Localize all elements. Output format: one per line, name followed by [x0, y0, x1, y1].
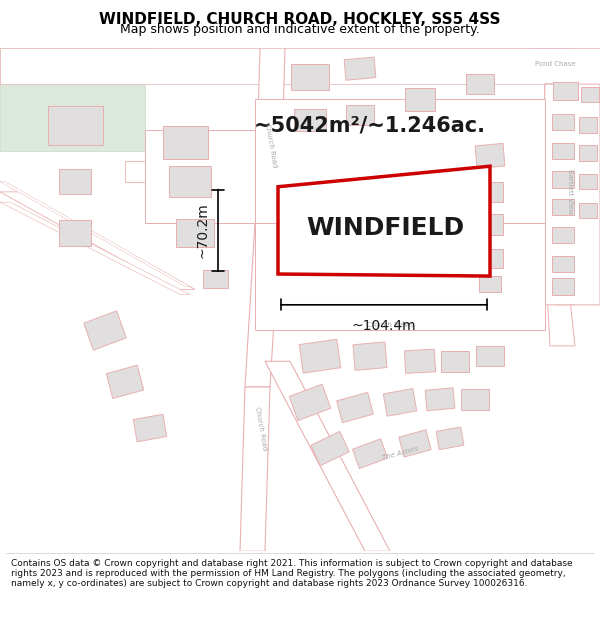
Text: ~5042m²/~1.246ac.: ~5042m²/~1.246ac.	[254, 115, 486, 135]
Polygon shape	[479, 276, 501, 292]
Polygon shape	[294, 109, 326, 131]
Polygon shape	[0, 192, 195, 289]
Polygon shape	[404, 349, 436, 373]
Polygon shape	[346, 104, 374, 125]
Text: ~70.2m: ~70.2m	[196, 202, 210, 258]
Polygon shape	[59, 220, 91, 246]
Polygon shape	[425, 388, 455, 411]
Polygon shape	[552, 199, 574, 216]
Text: ~104.4m: ~104.4m	[352, 319, 416, 333]
Polygon shape	[145, 130, 255, 222]
Polygon shape	[540, 84, 570, 254]
Polygon shape	[245, 222, 280, 387]
Polygon shape	[478, 182, 503, 202]
Polygon shape	[0, 48, 145, 151]
Polygon shape	[0, 182, 190, 286]
Polygon shape	[106, 365, 143, 399]
Polygon shape	[399, 430, 431, 457]
Text: WINDFIELD, CHURCH ROAD, HOCKLEY, SS5 4SS: WINDFIELD, CHURCH ROAD, HOCKLEY, SS5 4SS	[99, 12, 501, 27]
Polygon shape	[344, 57, 376, 80]
Text: WINDFIELD: WINDFIELD	[306, 216, 464, 240]
Polygon shape	[255, 99, 545, 222]
Polygon shape	[475, 143, 505, 169]
Polygon shape	[47, 106, 103, 144]
Text: Church Mews: Church Mews	[367, 322, 413, 328]
Polygon shape	[552, 142, 574, 159]
Polygon shape	[579, 202, 597, 218]
Polygon shape	[581, 87, 599, 102]
Polygon shape	[0, 202, 190, 294]
Polygon shape	[555, 202, 600, 211]
Polygon shape	[203, 270, 227, 288]
Polygon shape	[133, 414, 167, 442]
Polygon shape	[461, 389, 489, 409]
Polygon shape	[555, 254, 600, 262]
Polygon shape	[255, 48, 285, 222]
Polygon shape	[265, 361, 390, 551]
Polygon shape	[545, 84, 575, 305]
Polygon shape	[278, 166, 490, 276]
Polygon shape	[552, 227, 574, 243]
Polygon shape	[270, 115, 330, 151]
Polygon shape	[552, 278, 574, 294]
Text: Map shows position and indicative extent of the property.: Map shows position and indicative extent…	[120, 23, 480, 36]
Polygon shape	[255, 315, 545, 331]
Polygon shape	[311, 431, 349, 466]
Polygon shape	[176, 219, 214, 248]
Polygon shape	[550, 99, 600, 110]
Polygon shape	[405, 88, 435, 111]
Polygon shape	[579, 145, 597, 161]
Polygon shape	[478, 214, 503, 235]
Polygon shape	[84, 311, 126, 350]
Polygon shape	[337, 392, 373, 422]
Polygon shape	[352, 439, 388, 469]
Polygon shape	[240, 387, 270, 551]
Polygon shape	[476, 346, 504, 366]
Polygon shape	[299, 339, 341, 373]
Polygon shape	[579, 118, 597, 133]
Polygon shape	[59, 169, 91, 194]
Polygon shape	[552, 114, 574, 130]
Polygon shape	[466, 74, 494, 94]
Polygon shape	[255, 222, 545, 331]
Polygon shape	[545, 254, 575, 346]
Text: Bartlett View: Bartlett View	[567, 169, 573, 214]
Polygon shape	[163, 126, 208, 159]
Polygon shape	[552, 171, 574, 187]
Polygon shape	[553, 82, 577, 101]
Text: Contains OS data © Crown copyright and database right 2021. This information is : Contains OS data © Crown copyright and d…	[11, 559, 572, 588]
Polygon shape	[169, 166, 211, 197]
Polygon shape	[289, 384, 331, 421]
Polygon shape	[478, 249, 503, 268]
Polygon shape	[441, 351, 469, 371]
Polygon shape	[555, 151, 600, 159]
Text: Pond Chase: Pond Chase	[535, 61, 575, 66]
Polygon shape	[436, 427, 464, 449]
Polygon shape	[540, 84, 600, 305]
Text: The Astors: The Astors	[381, 446, 419, 461]
Polygon shape	[353, 342, 387, 371]
Polygon shape	[520, 48, 570, 74]
Polygon shape	[383, 389, 416, 416]
Text: Church Road: Church Road	[264, 123, 278, 168]
Polygon shape	[0, 48, 600, 84]
Text: Church Road: Church Road	[254, 406, 268, 451]
Polygon shape	[291, 64, 329, 90]
Polygon shape	[579, 174, 597, 189]
Polygon shape	[552, 256, 574, 272]
Polygon shape	[125, 161, 145, 182]
